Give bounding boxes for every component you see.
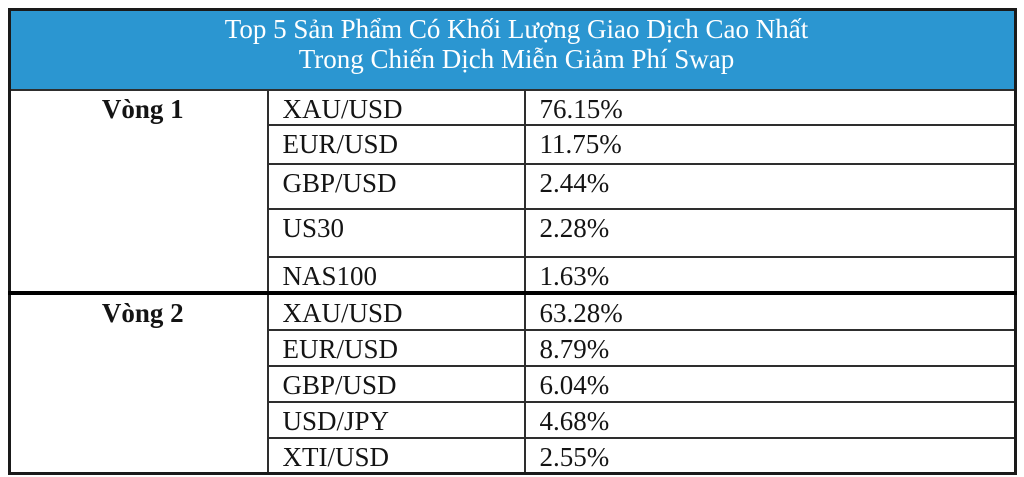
product-cell: EUR/USD [266,328,526,367]
share-cell: 6.04% [523,364,1017,403]
table-row: GBP/USD 2.44% [10,163,1017,211]
table-header-row: Top 5 Sản Phẩm Có Khối Lượng Giao Dịch C… [8,8,1017,91]
product-cell: EUR/USD [266,124,526,166]
table-row: Vòng 1 XAU/USD 76.15% [8,88,1017,295]
share-cell: 63.28% [523,291,1017,331]
product-cell: GBP/USD [266,364,526,403]
table-row: NAS100 1.63% [10,256,1017,295]
table-row: Vòng 2 XAU/USD 63.28% [8,291,1017,475]
product-cell: XTI/USD [266,436,526,475]
share-cell: 2.28% [523,208,1017,259]
table-row: USD/JPY 4.68% [10,400,1017,439]
share-cell: 2.55% [523,436,1017,475]
share-cell: 1.63% [523,256,1017,295]
product-cell: NAS100 [266,256,526,295]
table-row: GBP/USD 6.04% [10,364,1017,403]
table-row: EUR/USD 11.75% [10,124,1017,166]
product-cell: XAU/USD [266,88,526,127]
table-title-cell: Top 5 Sản Phẩm Có Khối Lượng Giao Dịch C… [8,8,1017,91]
table-row: US30 2.28% [10,208,1017,259]
product-cell: USD/JPY [266,400,526,439]
table-row: EUR/USD 8.79% [10,328,1017,367]
share-cell: 76.15% [523,88,1017,127]
table-title-line1: Top 5 Sản Phẩm Có Khối Lượng Giao Dịch C… [224,14,809,44]
table-title-line2: Trong Chiến Dịch Miễn Giảm Phí Swap [298,44,735,75]
share-cell: 11.75% [523,124,1017,166]
round-2-label-cell: Vòng 2 [8,291,269,475]
product-cell: US30 [266,208,526,259]
table-row: XTI/USD 2.55% [10,436,1017,475]
share-cell: 2.44% [523,163,1017,211]
swap-volume-table: Top 5 Sản Phẩm Có Khối Lượng Giao Dịch C… [8,8,1017,476]
round-1-label-cell: Vòng 1 [8,88,269,295]
share-cell: 8.79% [523,328,1017,367]
product-cell: GBP/USD [266,163,526,211]
share-cell: 4.68% [523,400,1017,439]
product-cell: XAU/USD [266,291,526,331]
